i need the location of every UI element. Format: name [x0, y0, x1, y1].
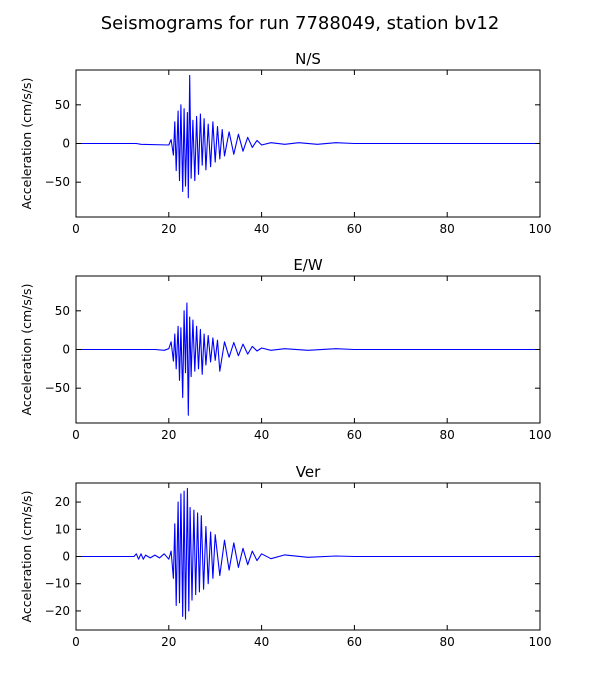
y-tick-label-ew-0: 0	[62, 343, 70, 357]
y-axis-label-ew: Acceleration (cm/s/s)	[19, 284, 34, 416]
y-tick-label-ew--50: −50	[45, 381, 70, 395]
x-tick-label-ew-20: 20	[161, 428, 176, 442]
x-tick-label-ns-20: 20	[161, 222, 176, 236]
axes-frame-ver	[75, 482, 541, 631]
x-tick-label-ns-60: 60	[347, 222, 362, 236]
x-tick-label-ns-0: 0	[72, 222, 80, 236]
x-tick-label-ver-60: 60	[347, 635, 362, 649]
y-tick-label-ver--10: −10	[45, 577, 70, 591]
y-tick-label-ver-10: 10	[55, 522, 70, 536]
y-tick-label-ew-50: 50	[55, 304, 70, 318]
axes-frame-ew	[75, 275, 541, 424]
y-axis-label-ns: Acceleration (cm/s/s)	[19, 78, 34, 210]
x-tick-label-ew-60: 60	[347, 428, 362, 442]
y-tick-label-ns--50: −50	[45, 175, 70, 189]
x-tick-label-ver-100: 100	[529, 635, 552, 649]
x-tick-label-ew-40: 40	[254, 428, 269, 442]
panel-title-ver: Ver	[296, 463, 321, 481]
series-line-ew-0	[76, 302, 540, 416]
series-line-ns-0	[76, 74, 540, 199]
figure-title: Seismograms for run 7788049, station bv1…	[101, 13, 500, 34]
y-tick-label-ver--20: −20	[45, 604, 70, 618]
y-tick-label-ver-20: 20	[55, 495, 70, 509]
x-tick-label-ns-80: 80	[440, 222, 455, 236]
x-tick-label-ver-80: 80	[440, 635, 455, 649]
y-tick-label-ns-0: 0	[62, 137, 70, 151]
panel-title-ew: E/W	[293, 256, 323, 274]
y-axis-label-ver: Acceleration (cm/s/s)	[19, 491, 34, 623]
y-tick-label-ns-50: 50	[55, 98, 70, 112]
y-tick-label-ver-0: 0	[62, 550, 70, 564]
x-tick-label-ns-40: 40	[254, 222, 269, 236]
x-tick-label-ns-100: 100	[529, 222, 552, 236]
x-tick-label-ew-0: 0	[72, 428, 80, 442]
x-tick-label-ver-40: 40	[254, 635, 269, 649]
x-tick-label-ver-0: 0	[72, 635, 80, 649]
x-tick-label-ver-20: 20	[161, 635, 176, 649]
series-line-ver-0	[76, 487, 540, 620]
axes-frame-ns	[75, 69, 541, 218]
x-tick-label-ew-80: 80	[440, 428, 455, 442]
x-tick-label-ew-100: 100	[529, 428, 552, 442]
panel-title-ns: N/S	[295, 50, 321, 68]
